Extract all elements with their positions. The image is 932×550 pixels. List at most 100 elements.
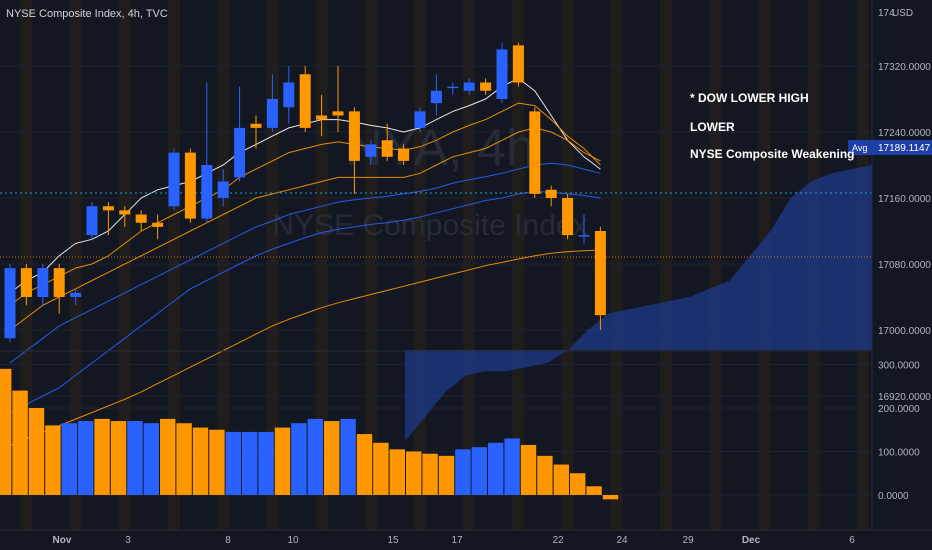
volume-bar bbox=[406, 451, 422, 495]
volume-bar bbox=[274, 427, 291, 495]
session-band bbox=[414, 0, 426, 530]
volume-bar bbox=[471, 447, 487, 495]
moving-average-line bbox=[9, 102, 601, 306]
volume-bar bbox=[160, 418, 176, 495]
candle-body bbox=[86, 206, 98, 236]
candle-body bbox=[168, 152, 180, 207]
candle-body bbox=[184, 152, 196, 219]
moving-average-line bbox=[9, 162, 601, 364]
volume-bar bbox=[291, 423, 307, 495]
candle-body bbox=[512, 45, 524, 83]
volume-bar bbox=[373, 442, 389, 495]
avg-value-box bbox=[872, 140, 932, 155]
volume-bar bbox=[45, 425, 61, 495]
volume-bar bbox=[242, 431, 258, 495]
volume-bar bbox=[0, 368, 12, 495]
volume-bar bbox=[389, 449, 405, 495]
candle-body bbox=[529, 111, 541, 194]
volume-bar bbox=[110, 421, 127, 495]
volume-bar bbox=[127, 421, 143, 495]
time-tick-label: 17 bbox=[451, 535, 463, 546]
volume-bar bbox=[28, 408, 45, 495]
currency-label: USD bbox=[892, 8, 913, 19]
candle-body bbox=[365, 144, 377, 157]
volume-bar bbox=[455, 449, 471, 495]
volume-bar bbox=[225, 431, 241, 495]
time-tick-label: 10 bbox=[287, 535, 299, 546]
volume-bar bbox=[143, 423, 159, 495]
price-tick-label: 174 bbox=[878, 8, 895, 19]
volume-bar bbox=[61, 423, 77, 495]
candle-body bbox=[266, 99, 278, 128]
candle-body bbox=[299, 74, 311, 128]
candle-body bbox=[234, 127, 246, 178]
candle-body bbox=[594, 231, 606, 316]
price-tick-label: 17240.0000 bbox=[878, 128, 931, 139]
moving-average-line bbox=[9, 249, 601, 446]
avg-value: 17189.1147 bbox=[878, 143, 931, 154]
candle-body bbox=[480, 82, 492, 91]
time-tick-label: 8 bbox=[225, 535, 231, 546]
candle-body bbox=[562, 198, 574, 236]
candle-body bbox=[463, 82, 475, 91]
candle-body bbox=[70, 292, 82, 297]
candle-body bbox=[135, 214, 147, 223]
session-band bbox=[709, 0, 722, 530]
volume-bar bbox=[520, 444, 537, 495]
volume-bar bbox=[602, 495, 619, 500]
watermark-ticker: NYA, 4h bbox=[345, 119, 535, 177]
moving-average-line bbox=[9, 127, 601, 331]
candle-body bbox=[447, 86, 459, 89]
session-band bbox=[561, 0, 574, 530]
candle-body bbox=[119, 210, 131, 215]
volume-bar bbox=[504, 438, 520, 495]
candle-body bbox=[578, 235, 590, 237]
price-axis bbox=[872, 0, 932, 550]
time-tick-label: 3 bbox=[125, 535, 131, 546]
annotation-lower: LOWER bbox=[690, 120, 735, 134]
time-tick-label: 24 bbox=[616, 535, 628, 546]
volume-bar bbox=[78, 421, 94, 495]
session-band bbox=[660, 0, 672, 530]
chart-title: NYSE Composite Index, 4h, TVC bbox=[6, 8, 168, 20]
price-tick-label: 17160.0000 bbox=[878, 194, 931, 205]
volume-bar bbox=[324, 421, 340, 495]
candle-body bbox=[348, 111, 360, 161]
time-tick-label: 6 bbox=[849, 535, 855, 546]
candle-body bbox=[496, 49, 508, 99]
candle-body bbox=[201, 165, 213, 219]
volume-bar bbox=[192, 427, 209, 495]
volume-bar bbox=[340, 418, 356, 495]
candle-body bbox=[37, 268, 49, 297]
volume-tick-label: 100.0000 bbox=[878, 448, 920, 459]
volume-bar bbox=[94, 418, 110, 495]
price-tick-label: 16920.0000 bbox=[878, 392, 931, 403]
candle-body bbox=[430, 90, 442, 104]
candle-body bbox=[102, 206, 114, 211]
volume-bar bbox=[12, 390, 28, 495]
time-tick-label: Nov bbox=[53, 535, 72, 546]
volume-bar bbox=[488, 442, 504, 495]
volume-bar bbox=[553, 464, 569, 495]
candle-body bbox=[398, 148, 410, 161]
avg-label-box bbox=[848, 140, 872, 155]
candle-body bbox=[152, 222, 164, 227]
candle-body bbox=[545, 189, 557, 198]
volume-bar bbox=[307, 418, 323, 495]
candle-body bbox=[20, 268, 32, 297]
candle-body bbox=[381, 140, 393, 157]
volume-bar bbox=[356, 434, 373, 495]
candle-body bbox=[217, 181, 229, 198]
volume-tick-label: 300.0000 bbox=[878, 361, 920, 372]
volume-bar bbox=[209, 429, 225, 495]
volume-tick-label: 200.0000 bbox=[878, 404, 920, 415]
volume-bar bbox=[570, 473, 586, 495]
annotation-nyse-weakening: NYSE Composite Weakening bbox=[690, 147, 855, 161]
volume-bar bbox=[537, 455, 553, 495]
price-tick-label: 17080.0000 bbox=[878, 260, 931, 271]
candle-body bbox=[283, 82, 295, 108]
candle-body bbox=[414, 111, 426, 128]
annotation-dow-lower-high: * DOW LOWER HIGH bbox=[690, 91, 809, 105]
candle-body bbox=[53, 268, 65, 297]
